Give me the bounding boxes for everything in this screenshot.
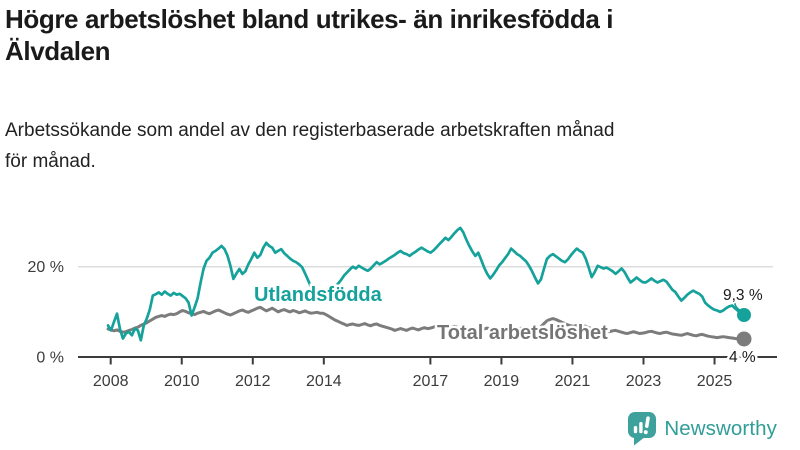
x-tick-label: 2008 <box>93 373 129 390</box>
x-tick-label: 2012 <box>235 373 271 390</box>
end-value-label-utlandsfodda: 9,3 % <box>723 287 763 304</box>
y-tick-label: 20 % <box>28 259 64 276</box>
y-tick-label: 0 % <box>36 350 64 367</box>
page-subtitle: Arbetssökande som andel av den registerb… <box>5 115 797 177</box>
x-tick-label: 2010 <box>164 373 200 390</box>
newsworthy-logo-text: Newsworthy <box>664 417 777 440</box>
series-label-utlandsfodda: Utlandsfödda <box>254 284 383 306</box>
x-tick-label: 2014 <box>306 373 342 390</box>
series-end-dot-utlandsfodda <box>737 308 751 323</box>
x-tick-label: 2017 <box>413 373 449 390</box>
end-value-label-total: 4 % <box>729 349 756 366</box>
x-tick-label: 2023 <box>626 373 662 390</box>
page-title: Högre arbetslöshet bland utrikes- än inr… <box>5 3 797 67</box>
x-tick-label: 2025 <box>697 373 733 390</box>
series-line-utlandsfodda <box>106 226 746 342</box>
page-subtitle-line2: för månad. <box>5 151 96 172</box>
series-end-dot-total <box>736 331 752 347</box>
page-title-line1: Högre arbetslöshet bland utrikes- än inr… <box>5 4 614 34</box>
series-line-total <box>106 305 746 341</box>
series-label-total: Total arbetslöshet <box>437 322 608 344</box>
newsworthy-logo: Newsworthy <box>627 411 777 447</box>
page-subtitle-line1: Arbetssökande som andel av den registerb… <box>5 120 615 141</box>
newsworthy-logo-icon <box>628 412 657 446</box>
x-tick-label: 2021 <box>555 373 591 390</box>
x-tick-label: 2019 <box>484 373 520 390</box>
page-title-line2: Älvdalen <box>5 36 111 66</box>
